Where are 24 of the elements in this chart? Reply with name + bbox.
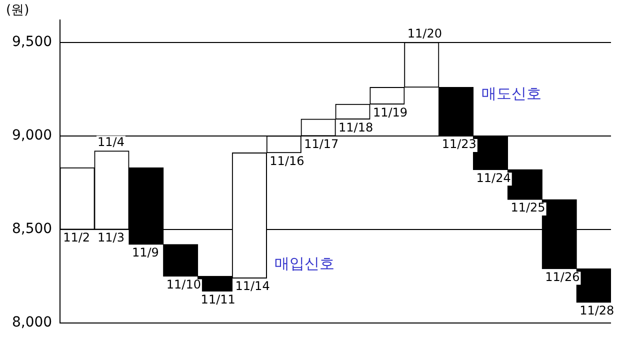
x-tick-label: 11/10 [166,277,201,292]
y-tick-label: 8,500 [12,221,52,238]
x-tick-label: 11/25 [510,200,546,215]
x-tick-label: 11/2 [63,230,90,245]
y-axis-title: (원) [6,2,30,18]
x-tick-label: 11/19 [372,105,408,120]
x-tick-label: 11/4 [98,135,124,150]
y-tick-label: 9,500 [12,34,52,50]
annotation: 매입신호 [274,254,335,272]
y-tick-label: 8,000 [12,314,52,331]
x-tick-label: 11/28 [580,304,614,318]
x-tick-label: 11/9 [132,246,159,260]
x-tick-label: 11/11 [200,292,236,306]
x-tick-label: 11/14 [235,279,270,294]
annotation: 매도신호 [481,84,542,103]
x-tick-label: 11/17 [304,137,339,152]
x-tick-label: 11/20 [407,26,442,41]
x-tick-label: 11/16 [270,154,304,168]
annotation: 11/3 [98,230,124,245]
x-tick-label: 11/23 [442,137,476,152]
x-tick-label: 11/18 [338,120,374,134]
y-tick-label: 9,000 [12,128,52,144]
x-tick-label: 11/26 [545,270,580,284]
x-tick-label: 11/24 [476,170,511,185]
